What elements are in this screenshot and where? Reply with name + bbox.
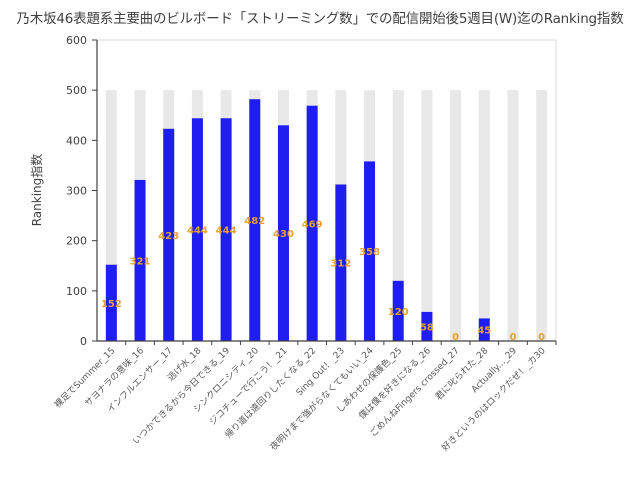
y-tick-label: 600 [66,34,87,47]
data-label: 152 [101,299,122,310]
data-label: 45 [477,326,491,337]
data-label: 312 [330,259,351,270]
data-label: 0 [538,332,545,343]
bar [191,118,203,341]
background-bar [478,90,490,342]
data-label: 430 [273,229,294,240]
y-tick-label: 400 [66,134,87,147]
background-bar [507,90,519,342]
bar [134,179,146,341]
data-label: 0 [452,332,459,343]
background-bar [450,90,462,342]
category-label: Sing Out！_23 [294,345,347,398]
bar [392,280,404,341]
y-tick-label: 0 [80,335,87,348]
data-label: 358 [359,247,380,258]
data-label: 444 [216,226,237,237]
y-tick-label: 500 [66,84,87,97]
y-axis-title: Ranking指数 [29,154,44,227]
y-tick-label: 300 [66,185,87,198]
background-bar [392,90,404,342]
y-tick-label: 200 [66,235,87,248]
category-label: 君に叱られた_28 [433,345,490,402]
background-bar [421,90,433,342]
y-tick-label: 100 [66,285,87,298]
chart-title: 乃木坂46表題系主要曲のビルボード「ストリーミング数」での配信開始後5週目(W)… [16,11,624,27]
bar [163,128,175,341]
data-label: 482 [244,216,265,227]
data-label: 58 [420,322,434,333]
bar [335,184,347,341]
background-bar [105,90,117,342]
background-bar [536,90,548,342]
bar [249,99,261,342]
category-label: 夜明けまで強がらなくてもいい_24 [267,344,375,452]
bar [421,311,433,341]
data-label: 0 [509,332,516,343]
bar [277,125,289,342]
data-label: 444 [187,226,208,237]
bar [364,161,376,341]
bar [105,264,117,341]
data-label: 120 [388,307,409,318]
bar [478,318,490,341]
bar [220,118,232,341]
data-label: 423 [158,231,179,242]
data-label: 469 [302,219,323,230]
bar [306,105,318,342]
category-label: 好きというのはロックだぜ！_カ30 [439,344,548,453]
data-label: 321 [130,256,151,267]
